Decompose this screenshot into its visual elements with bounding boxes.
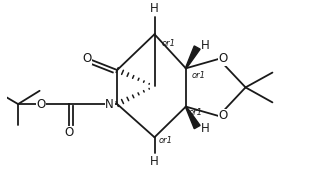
Text: H: H <box>150 155 159 168</box>
Text: N: N <box>105 98 114 111</box>
Text: O: O <box>37 98 46 111</box>
Text: H: H <box>201 39 210 52</box>
Text: O: O <box>219 109 228 122</box>
Text: or1: or1 <box>161 39 175 48</box>
Text: H: H <box>150 2 159 15</box>
Text: or1: or1 <box>159 136 173 145</box>
Text: or1: or1 <box>191 71 205 80</box>
Text: O: O <box>65 126 74 139</box>
Text: O: O <box>82 52 91 65</box>
Polygon shape <box>185 46 200 69</box>
Text: O: O <box>219 53 228 66</box>
Text: or1: or1 <box>188 108 202 117</box>
Text: H: H <box>201 122 210 135</box>
Polygon shape <box>185 106 200 129</box>
